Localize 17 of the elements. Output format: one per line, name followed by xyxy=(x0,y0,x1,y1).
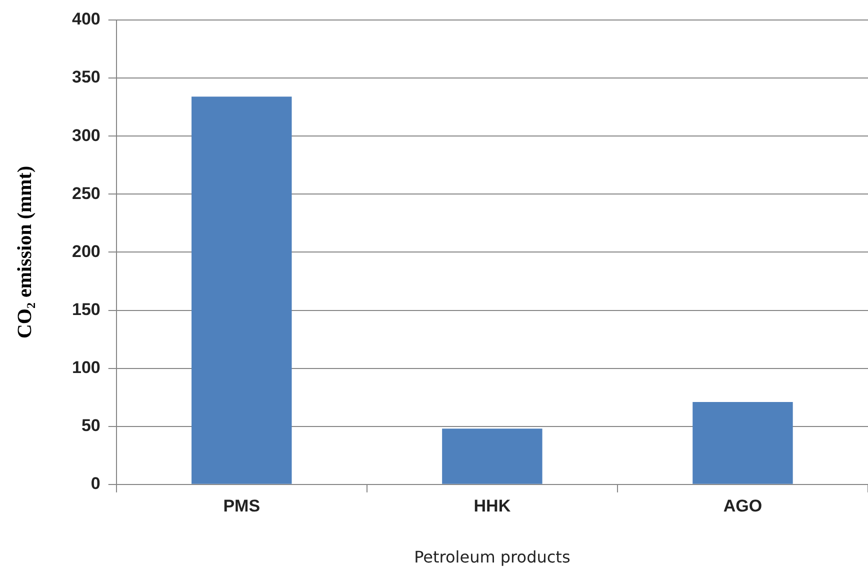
y-tick-label: 350 xyxy=(72,68,100,87)
y-tick-label: 400 xyxy=(72,10,100,29)
x-tick-label: HHK xyxy=(474,496,512,516)
y-tick-label: 0 xyxy=(90,474,100,494)
bar xyxy=(692,402,793,484)
y-tick-label: 150 xyxy=(72,300,100,319)
x-tick-label: PMS xyxy=(223,496,260,516)
x-axis-title: Petroleum products xyxy=(414,548,570,567)
y-tick-label: 300 xyxy=(72,126,100,145)
y-tick-label: 50 xyxy=(81,416,100,436)
y-tick-label: 200 xyxy=(72,242,100,261)
bar xyxy=(442,428,542,484)
y-axis-title: CO₂ emission (mmt) xyxy=(14,166,36,339)
bar xyxy=(192,96,292,484)
x-tick-label: AGO xyxy=(723,496,762,516)
y-tick-label: 100 xyxy=(72,358,100,377)
y-tick-label: 250 xyxy=(72,184,100,203)
